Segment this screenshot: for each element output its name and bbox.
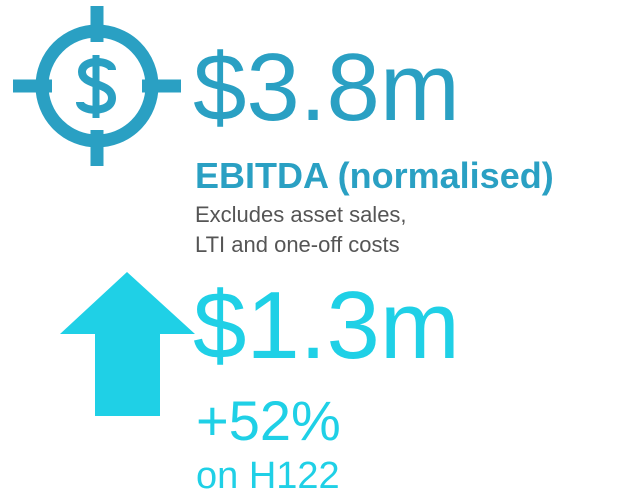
metric-note: Excludes asset sales, — [195, 202, 407, 227]
metric-comparison: on H122 — [196, 455, 340, 496]
metric-label: EBITDA (normalised) — [195, 155, 554, 196]
metric-change: +52% — [196, 389, 341, 452]
up-arrow-icon — [60, 272, 195, 416]
metric-note: LTI and one-off costs — [195, 232, 400, 257]
metric-value: $1.3m — [193, 272, 460, 379]
metric-value: $3.8m — [193, 34, 460, 141]
target-dollar-icon — [13, 6, 181, 166]
